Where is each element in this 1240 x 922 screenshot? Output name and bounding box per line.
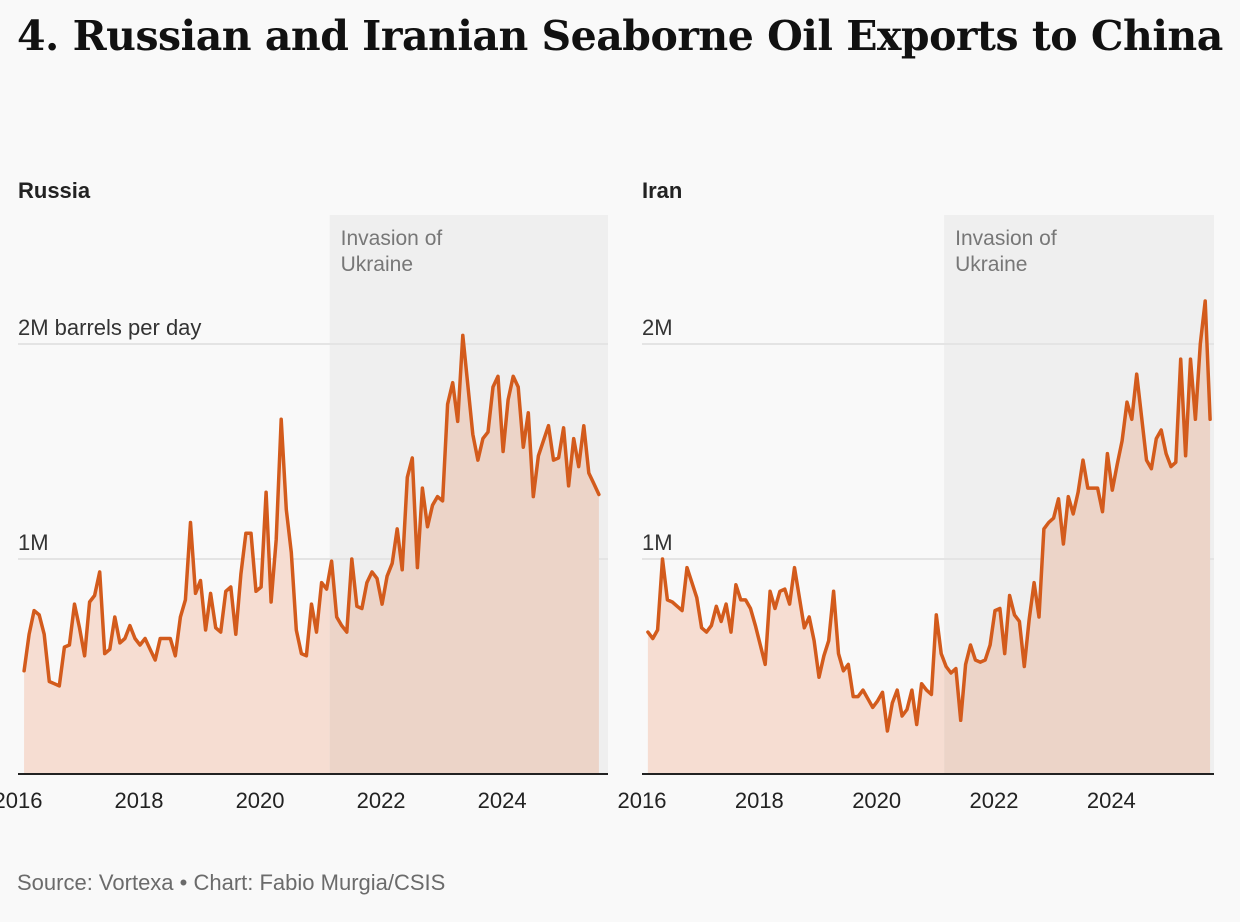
series-line-russia xyxy=(22,333,601,688)
area-fill-before-invasion xyxy=(647,559,945,774)
x-tick-label: 2022 xyxy=(357,788,406,813)
x-tick-label: 2016 xyxy=(0,788,42,813)
x-tick-label: 2020 xyxy=(236,788,285,813)
invasion-annotation-line1: Invasion of xyxy=(955,227,1057,250)
y-tick-label: 1M xyxy=(642,530,673,555)
source-note: Source: Vortexa • Chart: Fabio Murgia/CS… xyxy=(17,870,446,895)
x-tick-label: 2020 xyxy=(852,788,901,813)
y-tick-label: 1M xyxy=(18,530,49,555)
panel-title: Iran xyxy=(642,178,682,203)
panel-title: Russia xyxy=(18,178,91,203)
chart-panel-russia: Russia 1M 2M barrels per day Invasion of Ukr… xyxy=(0,178,608,813)
chart-title: 4. Russian and Iranian Seaborne Oil Expo… xyxy=(17,12,1223,60)
x-tick-label: 2024 xyxy=(478,788,527,813)
x-tick-label: 2018 xyxy=(735,788,784,813)
invasion-annotation-line2: Ukraine xyxy=(955,253,1027,276)
series-line-iran xyxy=(646,299,1212,733)
invasion-annotation-line1: Invasion of xyxy=(341,227,443,250)
y-tick-label: 2M barrels per day xyxy=(18,315,201,340)
x-tick-label: 2016 xyxy=(618,788,667,813)
chart-panel-iran: Iran 1M 2M Invasion of Ukraine 2016 2018 2020 20… xyxy=(618,178,1214,813)
invasion-annotation-line2: Ukraine xyxy=(341,253,413,276)
x-tick-label: 2022 xyxy=(970,788,1019,813)
x-tick-label: 2024 xyxy=(1087,788,1136,813)
x-tick-label: 2018 xyxy=(115,788,164,813)
area-fill-after-invasion xyxy=(329,335,599,774)
y-tick-label: 2M xyxy=(642,315,673,340)
area-fill-after-invasion xyxy=(944,301,1211,774)
area-fill-before-invasion xyxy=(24,419,330,774)
